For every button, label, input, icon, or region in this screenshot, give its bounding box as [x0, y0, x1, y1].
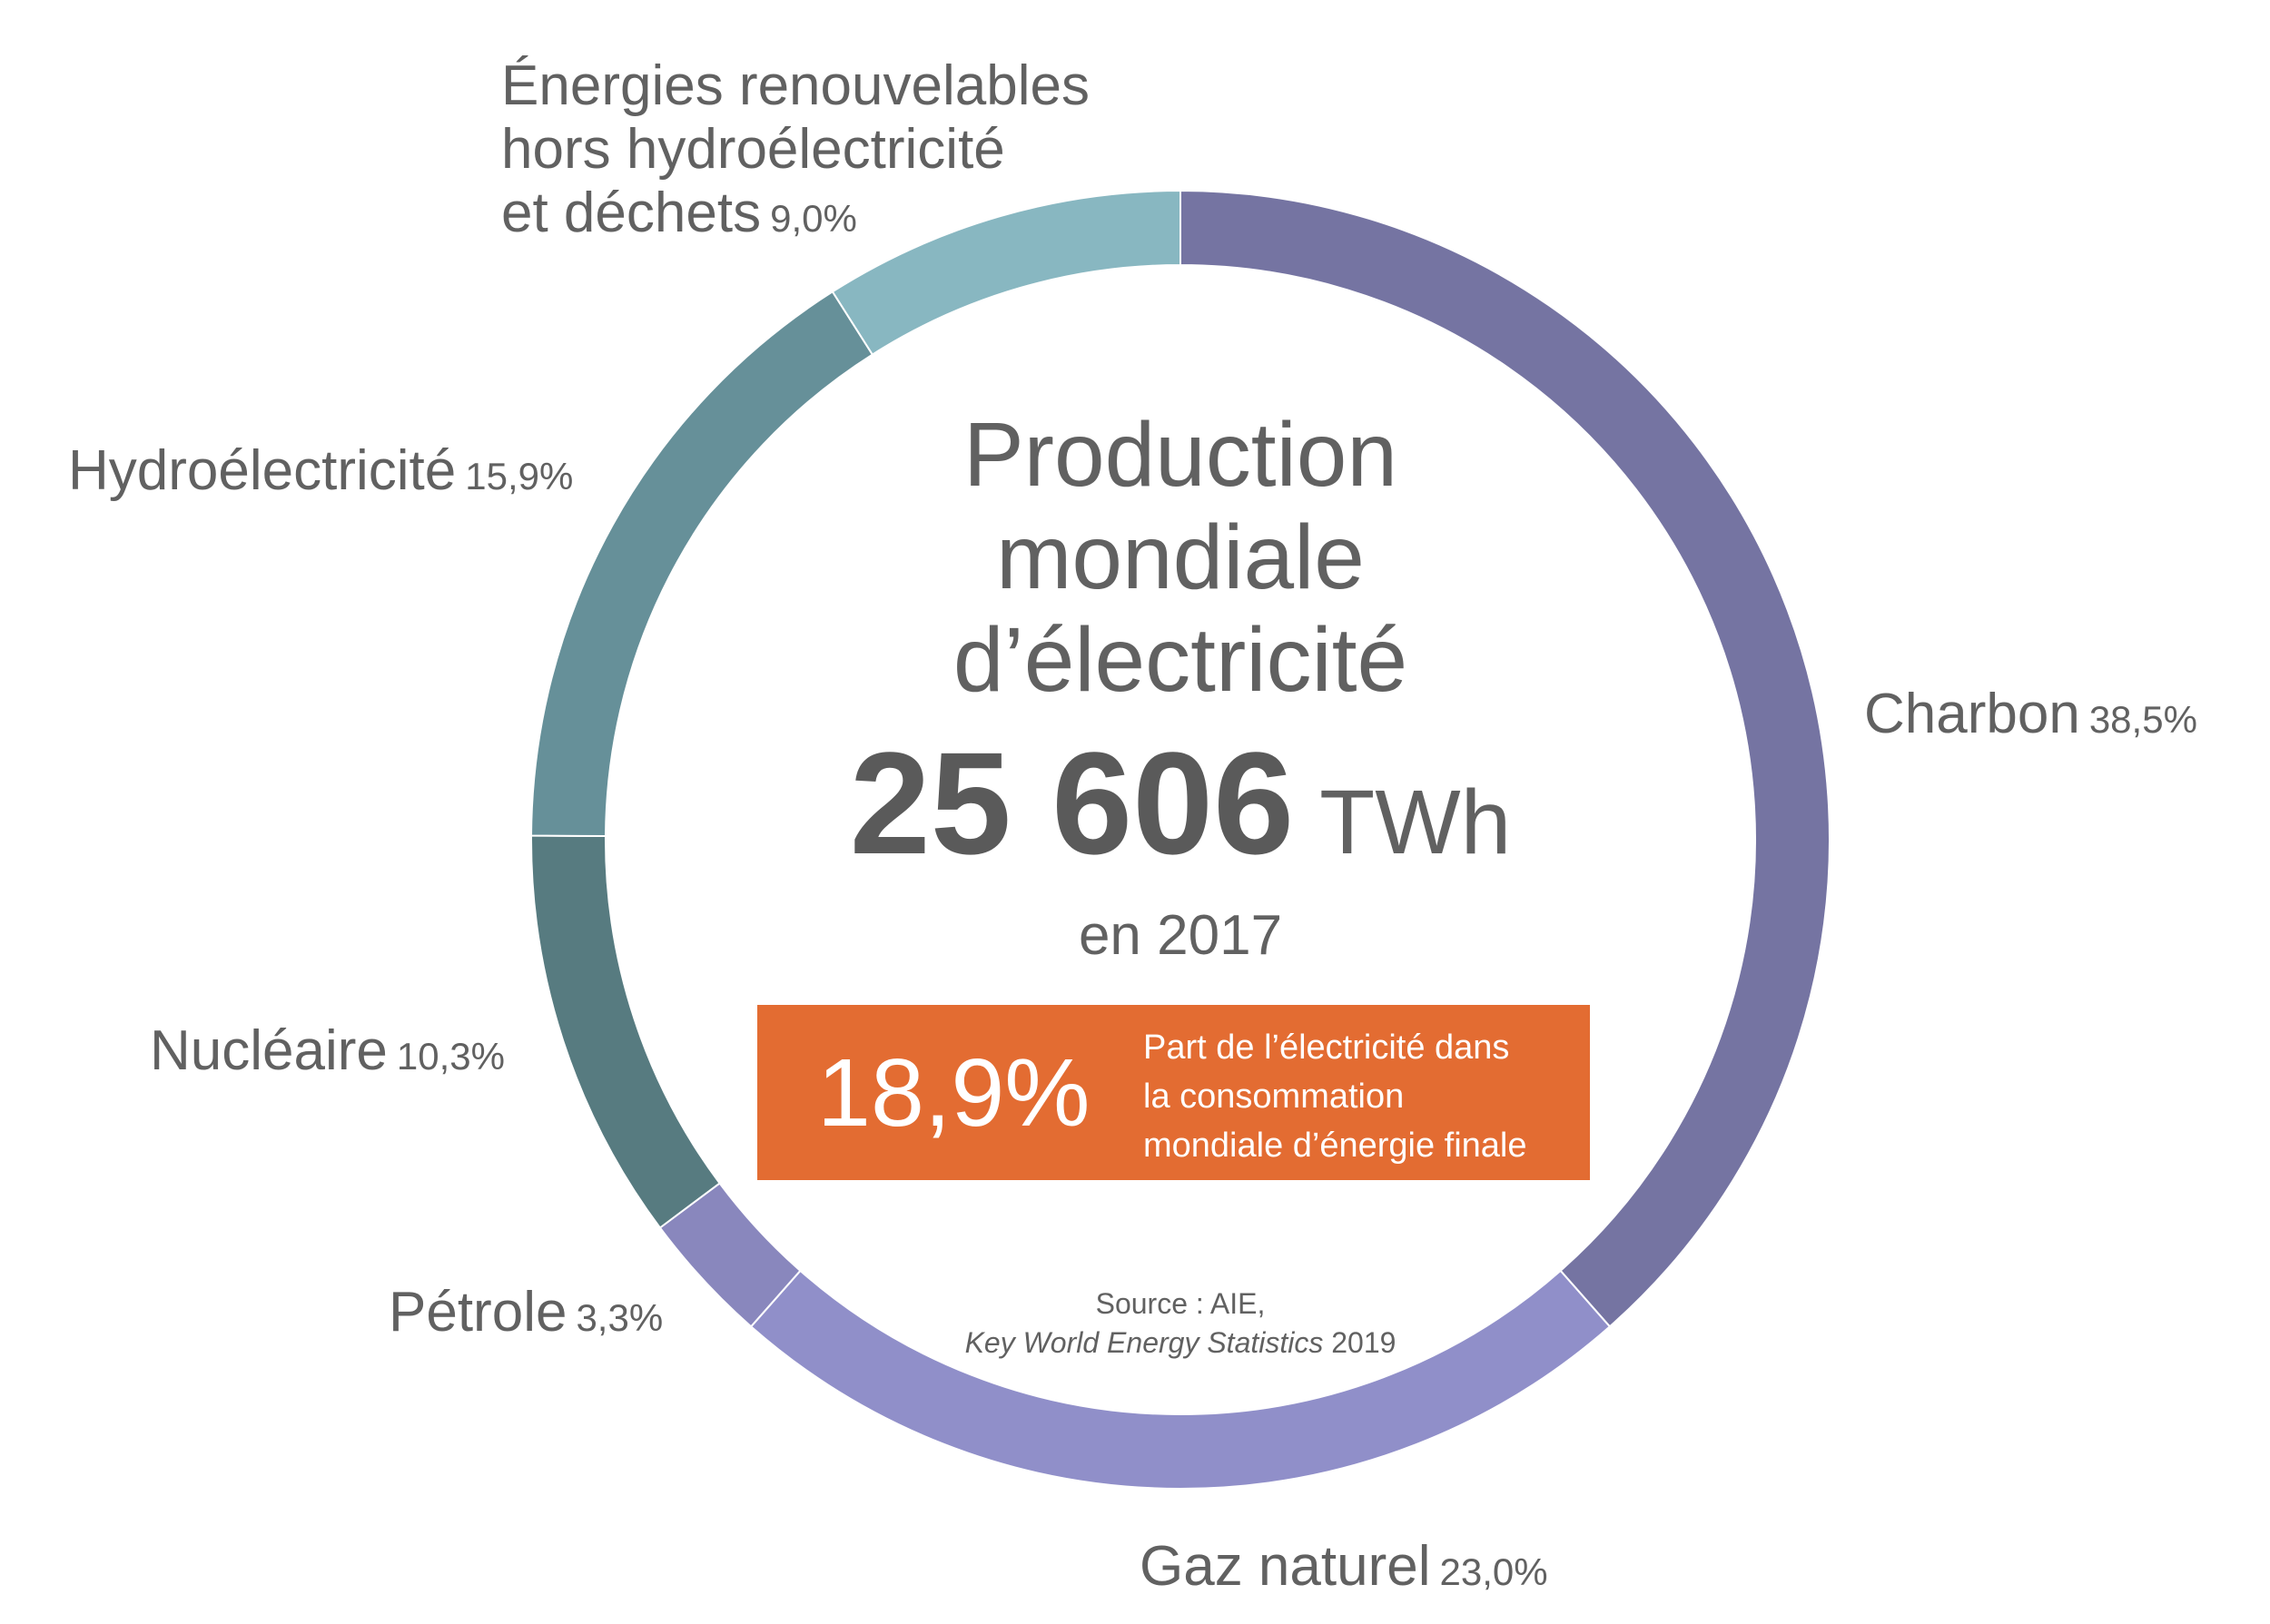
total-production: 25 606 TWh [726, 731, 1634, 876]
chart-title-line1: Production [962, 404, 1398, 506]
label-renouvelables-line2: hors hydroélectricité [501, 118, 1005, 181]
electricity-share-value: 18,9% [817, 1039, 1091, 1147]
total-value: 25 606 [849, 722, 1295, 884]
electricity-share-callout: 18,9% Part de l’électricité dans la cons… [757, 1005, 1590, 1180]
chart-title-line2: mondiale [996, 507, 1365, 608]
electricity-share-text: Part de l’électricité dans la consommati… [1143, 1023, 1579, 1170]
slice-charbon [1179, 189, 1831, 1328]
label-petrole-name: Pétrole [389, 1281, 568, 1343]
label-renouvelables-line3: et déchets [501, 182, 762, 244]
label-charbon-value: 38,5% [2088, 698, 2197, 741]
source-title: Key World Energy Statistics [964, 1326, 1324, 1359]
label-nucleaire: Nucléaire 10,3% [150, 1023, 505, 1079]
label-gaz: Gaz naturel 23,0% [1140, 1539, 1548, 1595]
label-nucleaire-name: Nucléaire [150, 1019, 388, 1082]
slice-nucleaire [530, 834, 722, 1229]
label-renouvelables: Énergies renouvelables hors hydroélectri… [501, 54, 1090, 251]
label-renouvelables-value: 9,0% [770, 197, 857, 240]
chart-title-line3: d’électricité [952, 609, 1408, 711]
total-unit: TWh [1319, 772, 1512, 873]
source-year: 2019 [1331, 1326, 1397, 1359]
label-gaz-name: Gaz naturel [1140, 1535, 1431, 1598]
electricity-share-text-line2: la consommation [1143, 1078, 1405, 1116]
source-prefix: Source : AIE, [1095, 1287, 1266, 1320]
label-petrole: Pétrole 3,3% [389, 1284, 663, 1341]
label-petrole-value: 3,3% [576, 1296, 664, 1339]
electricity-share-text-line3: mondiale d’énergie finale [1143, 1127, 1527, 1165]
chart-title: Production mondiale d’électricité [726, 404, 1634, 712]
label-charbon: Charbon 38,5% [1864, 686, 2197, 743]
label-gaz-value: 23,0% [1439, 1550, 1548, 1593]
electricity-share-text-line1: Part de l’électricité dans [1143, 1029, 1510, 1067]
source-note: Source : AIE, Key World Energy Statistic… [726, 1284, 1634, 1363]
label-hydro: Hydroélectricité 15,9% [68, 443, 573, 499]
label-renouvelables-line1: Énergies renouvelables [501, 54, 1090, 117]
year-label: en 2017 [1078, 904, 1283, 967]
label-charbon-name: Charbon [1864, 683, 2080, 745]
label-hydro-name: Hydroélectricité [68, 439, 457, 502]
label-nucleaire-value: 10,3% [396, 1035, 505, 1078]
slice-renouvelables [831, 189, 1181, 356]
label-hydro-value: 15,9% [465, 455, 574, 497]
